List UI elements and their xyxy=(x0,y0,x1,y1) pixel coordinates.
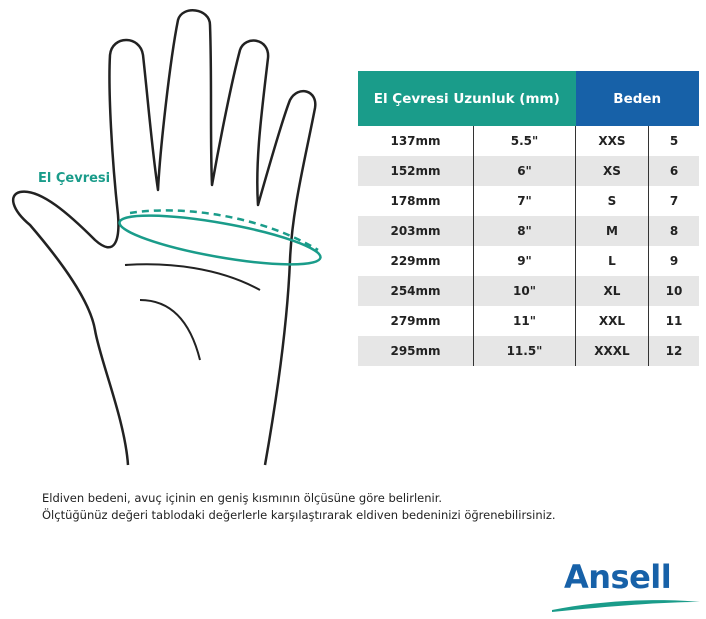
header-measure: El Çevresi Uzunluk (mm) xyxy=(358,71,576,126)
cell-number: 7 xyxy=(669,194,679,208)
palm-crease-1 xyxy=(124,263,261,291)
table-row: 229mm 9" L 9 xyxy=(358,246,699,276)
table-row: 178mm 7" S 7 xyxy=(358,186,699,216)
cell-letter: XXL xyxy=(575,306,649,336)
table-row: 254mm 10" XL 10 xyxy=(358,276,699,306)
header-size: Beden xyxy=(575,71,699,126)
cell-number: 5 xyxy=(669,134,679,148)
cell-letter: S xyxy=(575,186,649,216)
ansell-logo: Ansell xyxy=(552,558,702,619)
cell-letter: XXXL xyxy=(575,336,649,366)
cell-inch: 7" xyxy=(517,194,532,208)
palm-crease-2 xyxy=(139,299,201,361)
cell-letter: L xyxy=(575,246,649,276)
cell-mm: 254mm xyxy=(358,276,474,306)
cell-inch: 8" xyxy=(473,216,576,246)
cell-mm: 178mm xyxy=(358,186,474,216)
note-line-2: Ölçtüğünüz değeri tablodaki değerlerle k… xyxy=(42,508,556,522)
cell-letter: XL xyxy=(575,276,649,306)
hand-circumference-label: El Çevresi xyxy=(38,171,111,186)
cell-number: 12 xyxy=(648,336,699,366)
table-row: 279mm 11" XXL 11 xyxy=(358,306,699,336)
cell-inch: 6" xyxy=(473,156,576,186)
cell-number: 8 xyxy=(648,216,699,246)
table-row: 137mm 5.5" XXS 5 xyxy=(358,126,699,156)
table-row: 203mm 8" M 8 xyxy=(358,216,699,246)
hand-outline xyxy=(11,9,317,466)
hand-illustration xyxy=(11,9,322,466)
cell-mm: 229mm xyxy=(358,246,474,276)
instructions-note: Eldiven bedeni, avuç içinin en geniş kıs… xyxy=(42,490,556,524)
cell-inch: 11" xyxy=(513,314,536,328)
cell-letter: XS xyxy=(575,156,649,186)
table-row: 152mm 6" XS 6 xyxy=(358,156,699,186)
cell-letter: XXS xyxy=(575,126,649,156)
cell-letter: M xyxy=(575,216,649,246)
cell-inch: 11.5" xyxy=(473,336,576,366)
cell-mm: 295mm xyxy=(358,336,474,366)
cell-inch: 10" xyxy=(473,276,576,306)
cell-mm: 203mm xyxy=(358,216,474,246)
cell-mm: 152mm xyxy=(358,156,474,186)
cell-number: 6 xyxy=(648,156,699,186)
note-line-1: Eldiven bedeni, avuç içinin en geniş kıs… xyxy=(42,491,443,505)
cell-number: 11 xyxy=(665,314,683,328)
logo-swoosh xyxy=(552,600,700,612)
cell-number: 10 xyxy=(648,276,699,306)
cell-mm: 137mm xyxy=(358,126,474,156)
table-row: 295mm 11.5" XXXL 12 xyxy=(358,336,699,366)
logo-text: Ansell xyxy=(564,558,672,596)
cell-number: 9 xyxy=(669,254,679,268)
cell-inch: 9" xyxy=(517,254,532,268)
cell-inch: 5.5" xyxy=(510,134,539,148)
circumference-loop xyxy=(118,214,322,266)
circumference-dashed xyxy=(129,209,319,252)
size-table: El Çevresi Uzunluk (mm) Beden 137mm 5.5" X… xyxy=(358,71,699,366)
cell-mm: 279mm xyxy=(358,306,474,336)
